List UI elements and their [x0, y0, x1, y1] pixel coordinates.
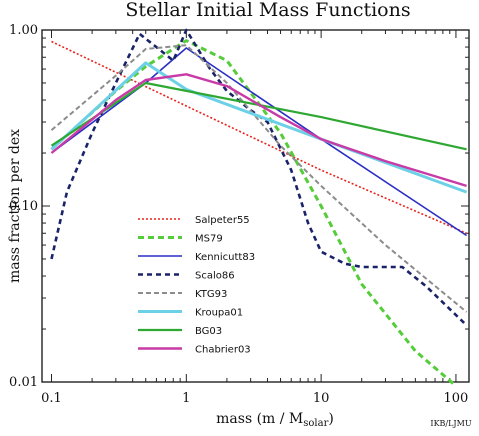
y-tick-label: 1.00 — [9, 23, 38, 38]
x-axis-label-sub: solar — [303, 418, 328, 429]
x-tick-label: 1 — [182, 391, 190, 406]
series-line-ktg93 — [50, 44, 468, 313]
legend-label: Salpeter55 — [195, 215, 250, 226]
axis-ticks: 0.1 1 10 100 0.01 0.10 1.00 — [9, 23, 469, 406]
legend-label: MS79 — [195, 234, 223, 245]
legend-background — [134, 209, 300, 359]
legend: Salpeter55 MS79 Kennicutt83 Scalo86 KTG93 Kro… — [134, 209, 300, 359]
legend-label: KTG93 — [195, 289, 227, 300]
credit-label: IKB/LJMU — [430, 419, 471, 428]
series-line-chabrier03 — [50, 73, 467, 188]
series-line-kennicutt83 — [51, 47, 468, 237]
y-tick-label: 0.01 — [9, 375, 38, 390]
series-line-salpeter55 — [51, 40, 467, 235]
x-tick-label: 10 — [313, 391, 330, 406]
legend-label: Scalo86 — [195, 271, 235, 282]
x-tick-label: 0.1 — [41, 391, 62, 406]
legend-label: BG03 — [195, 326, 222, 337]
x-axis-label-end: ) — [328, 411, 333, 427]
series-lines — [50, 28, 468, 388]
y-axis-label: mass fraction per dex — [7, 129, 23, 283]
legend-label: Chabrier03 — [195, 345, 251, 356]
legend-label: Kennicutt83 — [195, 252, 255, 263]
x-axis-label-main: mass (m / M — [216, 411, 303, 427]
series-line-ms79 — [50, 39, 457, 388]
y-tick-label: 0.10 — [9, 199, 38, 214]
chart-title: Stellar Initial Mass Functions — [125, 0, 410, 21]
x-axis-label: mass (m / Msolar) — [216, 411, 334, 429]
x-tick-label: 100 — [444, 391, 469, 406]
legend-label: Kroupa01 — [195, 308, 243, 319]
series-line-kroupa01 — [50, 61, 468, 194]
